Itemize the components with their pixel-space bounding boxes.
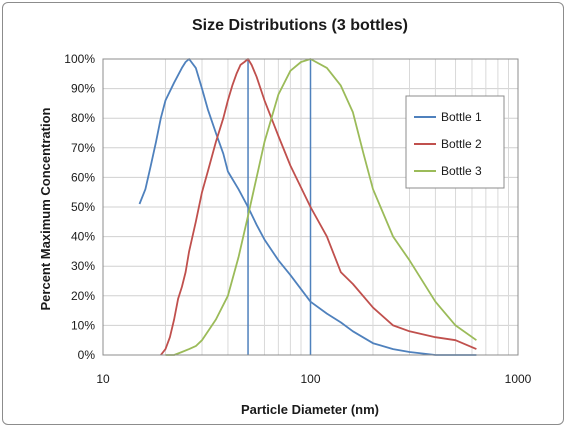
y-tick-label: 90% xyxy=(71,82,95,96)
legend-label: Bottle 3 xyxy=(441,164,482,178)
legend-box xyxy=(405,95,505,189)
y-tick-label: 0% xyxy=(78,348,96,362)
series-group xyxy=(138,58,477,356)
y-tick-label: 10% xyxy=(71,318,95,332)
legend-label: Bottle 2 xyxy=(441,137,482,151)
series-line-bottle-1 xyxy=(138,58,477,356)
chart-title: Size Distributions (3 bottles) xyxy=(192,17,408,34)
y-tick-label: 100% xyxy=(64,52,95,66)
x-tick-label: 100 xyxy=(300,372,320,386)
series-line-bottle-2 xyxy=(160,58,477,356)
legend-label: Bottle 1 xyxy=(441,110,482,124)
y-tick-labels: 0% 10% 20% 30% 40% 50% 60% 70% 80% 90% 100% xyxy=(64,52,95,362)
x-tick-label: 1000 xyxy=(505,372,532,386)
y-tick-label: 20% xyxy=(71,289,95,303)
y-tick-label: 50% xyxy=(71,200,95,214)
x-tick-label: 10 xyxy=(96,372,110,386)
y-tick-label: 80% xyxy=(71,111,95,125)
x-axis-label: Particle Diameter (nm) xyxy=(241,402,379,417)
plot-area xyxy=(102,58,519,356)
y-tick-label: 30% xyxy=(71,259,95,273)
y-axis-label: Percent Maximum Concentration xyxy=(38,107,53,310)
series-line-bottle-3 xyxy=(165,58,477,356)
y-tick-label: 40% xyxy=(71,230,95,244)
y-tick-label: 60% xyxy=(71,170,95,184)
y-tick-label: 70% xyxy=(71,141,95,155)
legend: Bottle 1 Bottle 2 Bottle 3 xyxy=(405,95,505,189)
x-tick-labels: 10 100 1000 xyxy=(96,372,531,386)
